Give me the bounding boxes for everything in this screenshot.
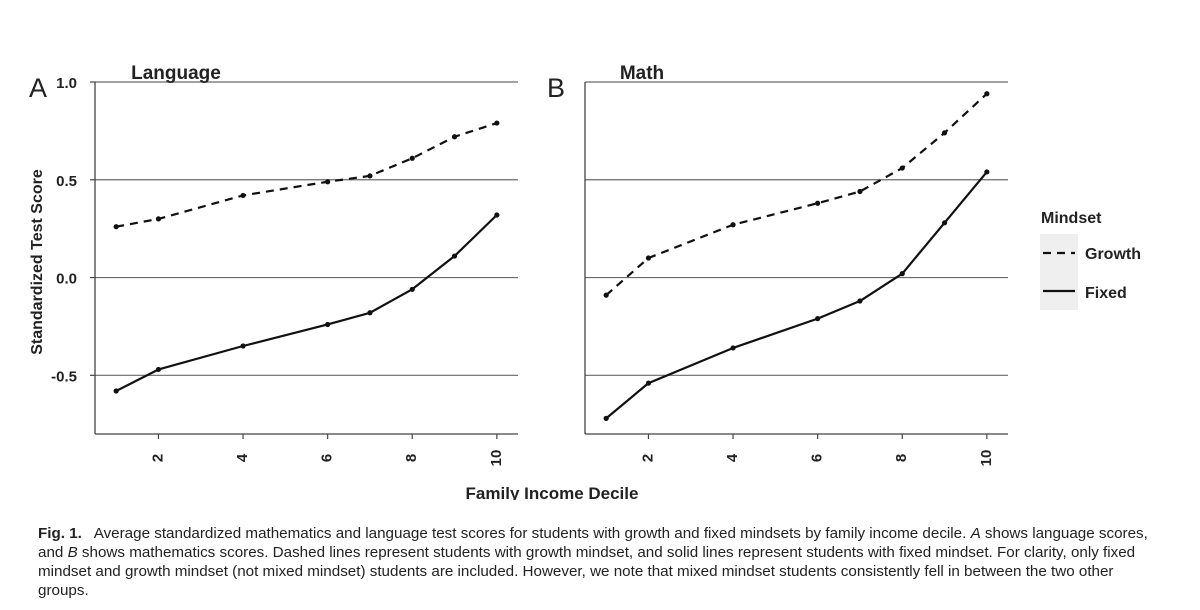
data-point-growth [155,216,162,222]
panel-letter: A [29,73,47,103]
caption-text-1: Average standardized mathematics and lan… [93,525,971,542]
data-point-fixed [603,415,609,421]
data-point-growth [899,165,905,171]
y-tick-label: 1.0 [56,75,77,92]
data-point-growth [730,222,736,228]
caption-text-2: shows language scores, and [38,525,1148,561]
data-point-fixed [815,316,821,322]
series-line-growth [605,92,988,296]
data-point-fixed [645,380,652,386]
legend-title: Mindset [1041,210,1102,227]
data-point-growth [857,188,863,195]
panel-b-math: 2 4 6 8 10 B Math [547,63,1008,466]
data-point-growth [409,155,415,161]
series-line-fixed [115,214,498,392]
data-point-growth [645,255,652,261]
panel-title: Math [620,63,664,84]
data-point-fixed [367,310,373,316]
y-tick-label: -0.5 [51,368,77,385]
data-point-fixed [730,345,736,351]
data-point-fixed [451,253,458,259]
x-axis-label: Family Income Decile [466,484,639,500]
data-point-growth [941,130,948,136]
x-tick-label: 2 [149,454,166,462]
data-point-fixed [857,298,863,304]
data-point-growth [325,179,331,185]
panel-a-language: 1.0 0.5 0.0 -0.5 2 4 6 8 10 A Language [29,63,518,466]
data-point-fixed [984,169,990,175]
figure-chart: 1.0 0.5 0.0 -0.5 2 4 6 8 10 A Language 2 4 6 8 10 B Math… [29,63,1141,500]
x-tick-label: 8 [403,454,420,462]
data-point-growth [113,224,119,230]
caption-label: Fig. 1. [38,525,82,542]
x-tick-label: 6 [809,454,826,462]
x-tick-label: 10 [488,450,505,467]
data-point-fixed [113,388,119,394]
x-tick-label: 8 [893,454,910,462]
data-point-growth [240,192,246,199]
panel-title: Language [131,63,221,84]
data-point-growth [494,120,500,126]
x-tick-label: 4 [724,453,741,462]
data-point-fixed [941,220,948,226]
caption-italic-b: B [67,544,78,561]
data-point-fixed [494,212,500,218]
caption-italic-a: A [970,525,981,542]
data-point-growth [451,134,458,140]
x-tick-label: 10 [978,450,995,467]
x-tick-label: 6 [319,454,336,462]
legend-fixed-label: Fixed [1085,285,1127,302]
series-line-fixed [605,171,988,420]
data-point-growth [603,292,609,298]
data-point-fixed [899,271,905,277]
legend-background [1040,234,1078,310]
data-point-fixed [409,286,415,292]
x-tick-label: 4 [234,453,251,462]
data-point-growth [367,173,373,179]
y-axis-label: Standardized Test Score [29,169,46,355]
data-point-fixed [325,321,331,328]
caption-text-3: shows mathematics scores. Dashed lines r… [38,544,1136,599]
legend: Mindset Growth Fixed [1040,210,1141,310]
series-line-growth [115,122,498,228]
y-tick-label: 0.5 [56,173,77,190]
data-point-fixed [240,343,246,349]
data-point-growth [984,91,990,97]
data-point-fixed [155,366,162,373]
legend-growth-label: Growth [1085,246,1141,263]
y-tick-label: 0.0 [56,271,77,288]
data-point-growth [815,200,821,206]
panel-letter: B [547,73,565,103]
x-tick-label: 2 [639,454,656,462]
figure-caption: Fig. 1. Average standardized mathematics… [38,524,1163,600]
